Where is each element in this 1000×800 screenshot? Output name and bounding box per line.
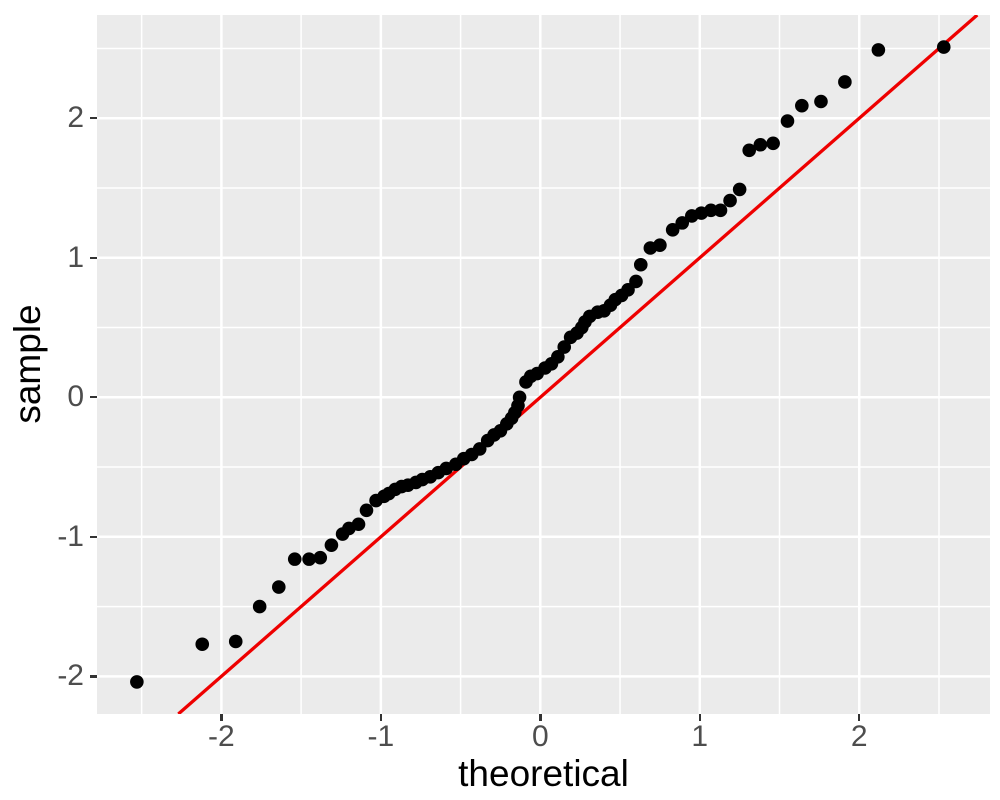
- data-point: [130, 675, 144, 689]
- y-tick-mark: [90, 535, 97, 538]
- y-tick-label: 2: [67, 101, 84, 135]
- data-point: [512, 390, 527, 405]
- x-tick-label: 2: [850, 720, 868, 753]
- data-point: [629, 274, 643, 289]
- data-point: [871, 43, 886, 57]
- plot-panel: [97, 15, 990, 714]
- data-point: [557, 340, 572, 354]
- data-point: [795, 98, 809, 113]
- data-point: [195, 637, 210, 652]
- data-point: [287, 552, 302, 566]
- y-tick-label: 1: [67, 240, 84, 274]
- x-tick-mark: [698, 714, 701, 721]
- x-tick-mark: [539, 714, 542, 721]
- data-point: [713, 203, 728, 218]
- data-point: [780, 114, 795, 128]
- data-point: [359, 503, 374, 518]
- data-point: [551, 350, 565, 364]
- reference-line: [177, 15, 979, 714]
- plot-canvas: [97, 15, 990, 714]
- y-tick-label: -1: [57, 519, 84, 553]
- x-tick-mark: [220, 714, 223, 721]
- data-point: [665, 223, 680, 237]
- y-tick-mark: [90, 675, 97, 678]
- y-tick-label: -2: [57, 659, 84, 693]
- data-point: [742, 143, 757, 158]
- x-tick-label: -2: [208, 720, 235, 753]
- data-point: [271, 580, 286, 594]
- data-point: [351, 517, 366, 532]
- x-tick-label: 1: [691, 720, 709, 753]
- x-axis-title: theoretical: [458, 753, 629, 794]
- data-point: [228, 634, 243, 649]
- data-point: [732, 182, 747, 197]
- x-tick-label: 0: [531, 720, 549, 753]
- data-point: [838, 75, 852, 89]
- data-point: [814, 94, 828, 109]
- x-tick-mark: [858, 714, 861, 721]
- data-point: [252, 599, 267, 614]
- data-point: [766, 136, 780, 151]
- y-tick-mark: [90, 117, 97, 120]
- data-point: [302, 552, 316, 566]
- data-point: [936, 40, 951, 54]
- data-point: [324, 538, 339, 552]
- data-point: [633, 257, 648, 272]
- y-tick-mark: [90, 396, 97, 399]
- y-tick-label: 0: [67, 380, 84, 414]
- x-tick-label: -1: [367, 720, 395, 753]
- data-point: [704, 203, 718, 218]
- data-point: [675, 216, 690, 230]
- data-point: [313, 550, 328, 565]
- data-point: [723, 193, 737, 208]
- y-tick-mark: [90, 256, 97, 259]
- y-axis-title: sample: [7, 304, 48, 424]
- x-tick-mark: [379, 714, 383, 721]
- data-point: [753, 137, 768, 152]
- data-point: [653, 238, 667, 253]
